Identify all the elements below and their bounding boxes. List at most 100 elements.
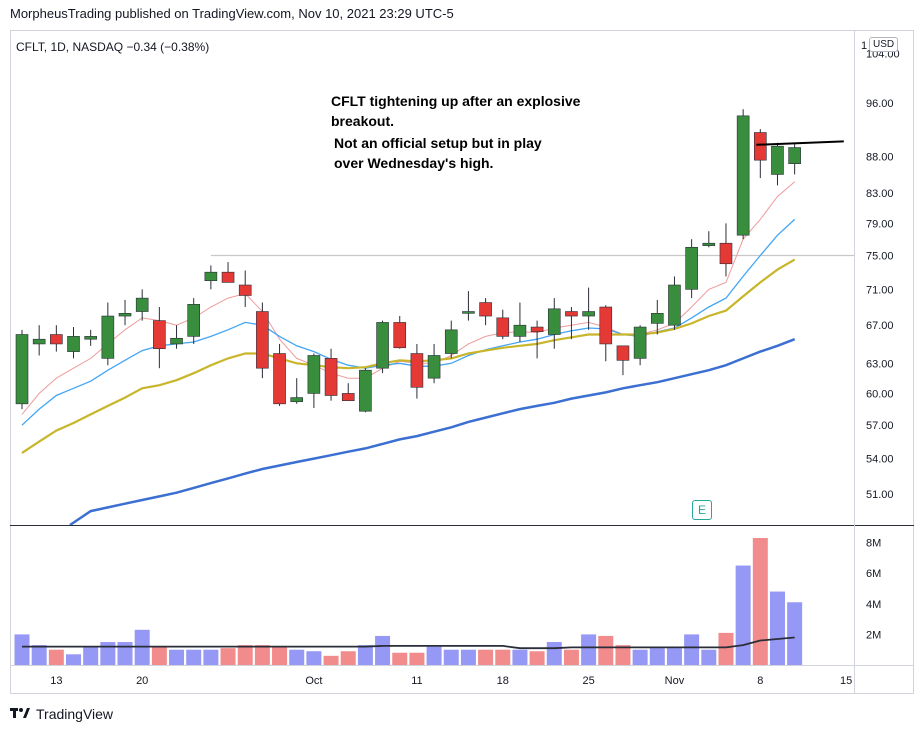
candle-up (67, 336, 80, 352)
time-tick-label: 18 (497, 675, 509, 687)
volume-bar (100, 642, 116, 665)
annotation-line-2: breakout. (331, 113, 395, 129)
volume-bar (478, 649, 494, 665)
volume-bar (14, 634, 30, 665)
price-tick-label: 79.00 (866, 218, 894, 230)
candle-down (565, 311, 578, 317)
volume-bar (581, 634, 597, 665)
time-tick-label: 13 (50, 675, 62, 687)
candle-up (101, 315, 115, 359)
volume-bar (48, 649, 64, 665)
volume-bar (306, 651, 322, 665)
volume-bar (220, 648, 236, 665)
candle-up (788, 147, 801, 164)
price-tick-label: 88.00 (866, 152, 894, 164)
volume-bar (409, 652, 425, 665)
volume-bar (615, 645, 631, 665)
candle-down (273, 353, 286, 405)
moving-average-line (69, 338, 796, 527)
candle-up (462, 311, 475, 314)
time-tick-label: 11 (411, 675, 422, 687)
time-tick-label: 20 (136, 675, 148, 687)
candle-down (599, 306, 613, 345)
annotation-line-3: Not an official setup but in play (334, 135, 542, 151)
tradingview-logo-icon (10, 707, 30, 722)
price-tick-label: 63.00 (866, 358, 894, 370)
candle-down (50, 334, 63, 345)
candle-up (547, 308, 561, 335)
candle-up (513, 324, 527, 337)
volume-bar (529, 651, 545, 665)
candle-up (84, 336, 97, 340)
candle-up (170, 337, 183, 345)
volume-bar (289, 649, 305, 665)
volume-bar (169, 649, 185, 665)
candle-down (530, 326, 544, 332)
volume-bar (546, 642, 562, 665)
volume-bar (495, 649, 511, 665)
candle-up (736, 115, 750, 236)
volume-bar (735, 565, 751, 665)
candle-up (290, 397, 304, 403)
time-tick-label: 15 (840, 675, 852, 687)
volume-bar (787, 602, 803, 665)
candle-up (32, 338, 46, 345)
resistance-line (756, 140, 844, 146)
candle-down (393, 322, 407, 349)
volume-bar (426, 646, 442, 665)
candle-down (238, 284, 252, 296)
candle-up (685, 246, 698, 290)
moving-average-line (21, 181, 796, 415)
price-tick-label: 83.00 (866, 188, 894, 200)
candle-up (118, 313, 132, 317)
candle-up (582, 311, 595, 317)
volume-bar (375, 635, 391, 665)
candle-up (204, 271, 218, 282)
candle-up (650, 313, 664, 324)
candles (15, 109, 844, 413)
candle-up (15, 334, 29, 405)
volume-bar (186, 649, 202, 665)
volume-bar (718, 632, 734, 665)
volume-bar (443, 649, 459, 665)
candle-up (135, 297, 149, 312)
chart-frame (10, 30, 914, 694)
candle-up (359, 369, 372, 412)
volume-tick-label: 4M (866, 599, 881, 611)
time-tick-label: 25 (582, 675, 594, 687)
volume-bar (254, 645, 270, 665)
volume-bar (701, 649, 717, 665)
candle-down (341, 393, 355, 401)
volume-bar (323, 655, 339, 665)
candle-down (496, 317, 510, 337)
candle-up (702, 242, 716, 246)
candle-down (719, 242, 733, 265)
candle-up (376, 322, 389, 369)
price-tick-label: 96.00 (866, 98, 894, 110)
candle-up (187, 304, 200, 337)
moving-averages (21, 181, 796, 650)
volume-bar (769, 591, 785, 665)
earnings-marker-icon[interactable]: E (692, 500, 712, 520)
tradingview-footer[interactable]: TradingView (10, 706, 113, 722)
time-tick-label: Nov (665, 675, 685, 687)
annotation-line-4: over Wednesday's high. (334, 155, 494, 171)
price-tick-label: 71.00 (866, 284, 894, 296)
volume-bar (632, 649, 648, 665)
axes: 104.0096.0088.0083.0079.0075.0071.0067.0… (10, 30, 914, 694)
volume-bar (237, 645, 253, 665)
moving-average-line (21, 258, 796, 454)
symbol-info: CFLT, 1D, NASDAQ −0.34 (−0.38%) (16, 40, 210, 54)
volume-average-line (22, 636, 795, 650)
price-tick-label: 57.00 (866, 420, 894, 432)
volume-bar (272, 646, 288, 665)
candle-down (221, 271, 235, 283)
currency-badge[interactable]: USD (869, 37, 899, 52)
candle-down (479, 302, 492, 317)
volume-bar (392, 652, 408, 665)
price-tick-label: 54.00 (866, 454, 894, 466)
tradingview-brand-label: TradingView (36, 706, 114, 722)
price-tick-label: 51.00 (866, 489, 894, 501)
price-scale-stub: 1 (861, 40, 868, 52)
